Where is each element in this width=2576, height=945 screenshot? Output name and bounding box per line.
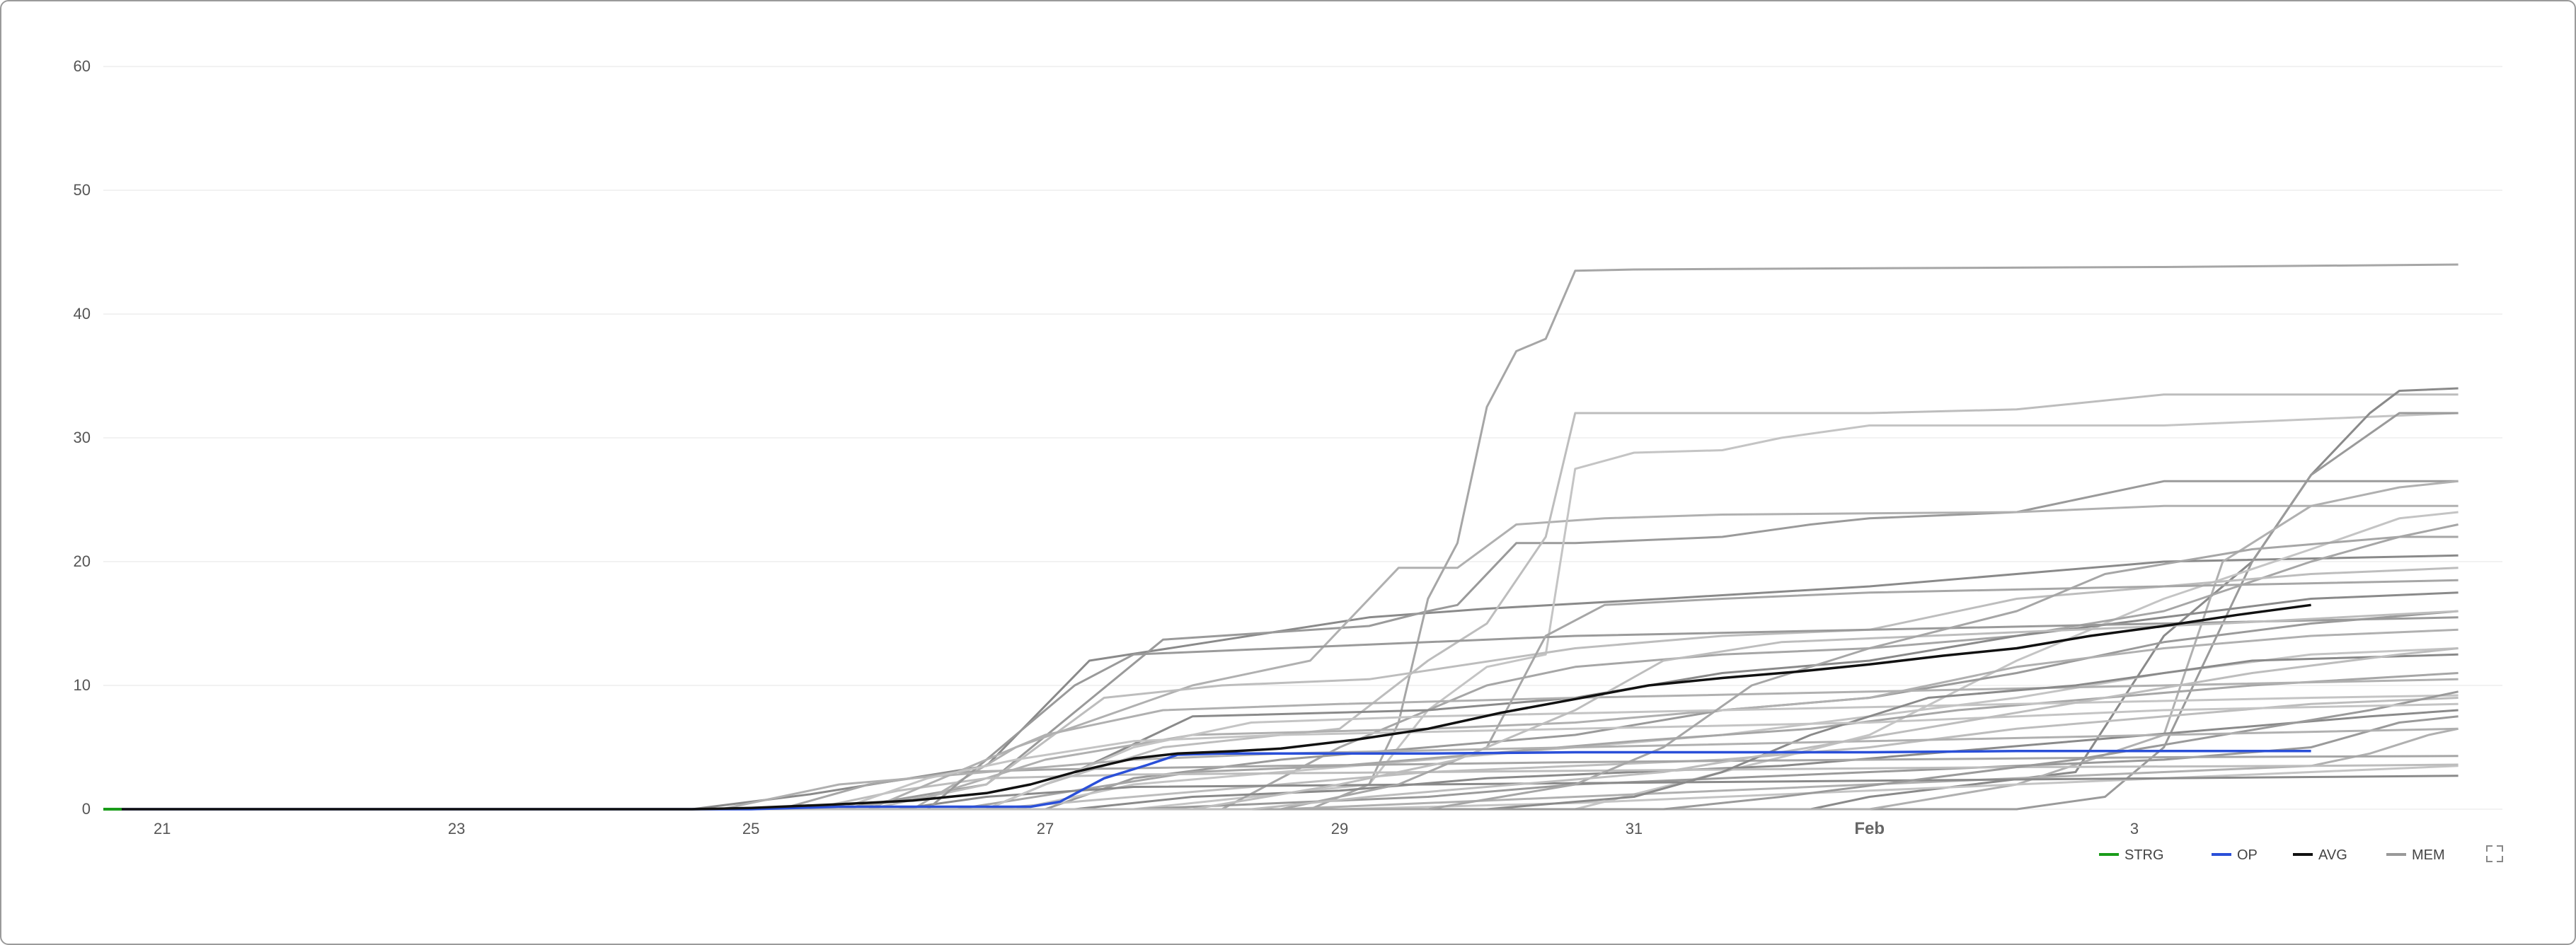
mem-series-line [103,690,2459,811]
mem-series-line [103,511,2459,811]
legend-label: STRG [2124,847,2164,863]
mem-series-line [103,763,2459,811]
mem-series-line [103,412,2459,811]
y-tick-label: 30 [74,429,91,446]
x-tick-label: 31 [1626,820,1643,837]
mem-series-line [103,579,2459,811]
y-tick-label: 20 [74,552,91,570]
x-axis-ticks: 21 23 25 27 29 31 Feb 3 [154,819,2139,838]
legend-label: AVG [2318,847,2347,863]
y-tick-label: 40 [74,305,91,323]
x-tick-label: 27 [1037,820,1054,837]
legend-item-strg[interactable]: STRG [2099,847,2164,863]
y-tick-label: 50 [74,181,91,199]
mem-series-line [103,697,2459,811]
x-tick-label: 3 [2130,820,2139,837]
legend-label: OP [2237,847,2258,863]
mem-series-line [103,727,2459,811]
y-axis-ticks: 0 10 20 30 40 50 60 [74,57,91,818]
x-tick-label: 29 [1331,820,1348,837]
mem-series-line [103,678,2459,811]
mem-series-line [103,480,2459,811]
mem-series-line [103,694,2459,811]
mem-series-line [103,387,2459,811]
mem-series-line [103,523,2459,811]
mem-series-line [103,628,2459,811]
y-tick-label: 60 [74,57,91,75]
mem-series-line [103,702,2459,811]
mem-series-line [103,647,2459,811]
mem-series-line [103,535,2459,811]
mem-series-line [103,755,2459,811]
mem-series-line [103,765,2459,811]
y-tick-label: 0 [82,800,91,818]
legend-item-avg[interactable]: AVG [2293,847,2347,863]
x-tick-label: Feb [1854,819,1885,838]
avg-series-line [103,603,2311,811]
mem-series-line [103,672,2459,811]
x-tick-label: 25 [742,820,759,837]
mem-series-line [103,504,2459,811]
legend-item-mem[interactable]: MEM [2386,847,2445,863]
mem-series-line [103,610,2459,811]
mem-series-line [103,480,2459,811]
x-tick-label: 21 [154,820,171,837]
legend-label: MEM [2412,847,2445,863]
x-tick-label: 23 [448,820,465,837]
legend-item-op[interactable]: OP [2212,847,2258,863]
mem-series-line [103,715,2459,811]
legend: STRG OP AVG MEM [2099,847,2445,863]
y-tick-label: 10 [74,676,91,694]
expand-icon[interactable] [2486,845,2503,862]
mem-series-line [103,775,2459,811]
grid-lines [103,66,2502,810]
main-series-lines [103,603,2311,811]
mem-series-lines [103,263,2459,811]
mem-series-line [103,263,2459,811]
mem-series-line [103,653,2459,811]
mem-series-line [103,393,2459,811]
